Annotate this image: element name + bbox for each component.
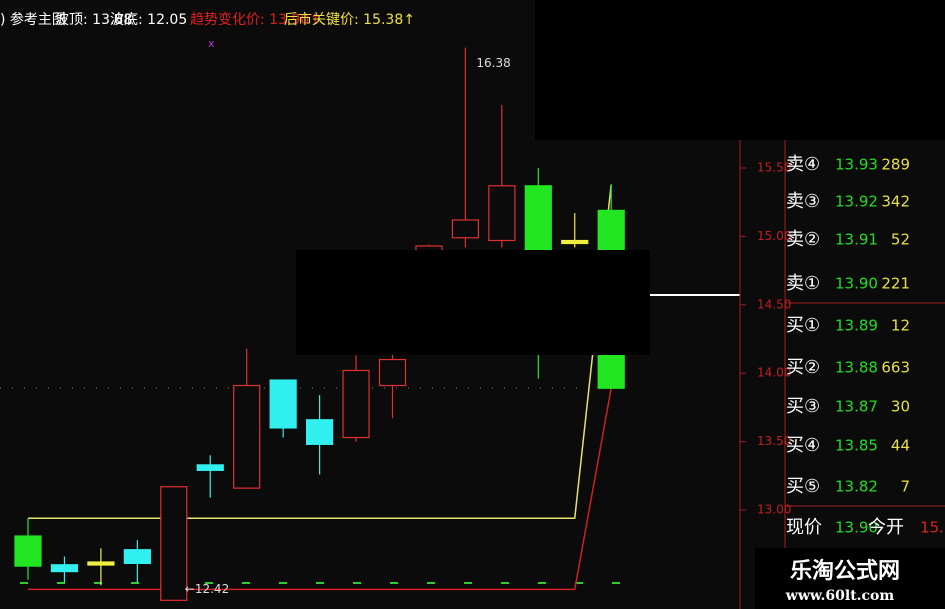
candle-body (50, 564, 79, 573)
header-item: 后市关键价: 15.38↑ (284, 11, 415, 28)
candle-body (342, 369, 370, 439)
candle-body (123, 549, 151, 564)
book-volume: 7 (900, 478, 910, 496)
book-price: 13.88 (835, 359, 878, 377)
candle-body (160, 486, 188, 601)
book-label: 买① (786, 315, 820, 336)
book-label: 买③ (786, 396, 820, 417)
book-volume: 44 (891, 437, 910, 455)
header-title: ) 参考主图 (0, 11, 66, 28)
y-axis: 13.00 13.50 14.00 14.50 15.00 15.50 (740, 160, 791, 517)
book-label: 卖④ (786, 154, 820, 175)
book-price: 13.92 (835, 193, 878, 211)
y-tick-label: 14.00 (757, 366, 791, 380)
book-label: 买④ (786, 435, 820, 456)
y-tick-label: 14.50 (757, 297, 791, 311)
annotation: 16.38 (476, 56, 510, 70)
blank-panel (535, 0, 945, 140)
open-label: 今开 (868, 517, 904, 538)
book-price: 13.82 (835, 478, 878, 496)
book-price: 13.93 (835, 156, 878, 174)
y-tick-label: 13.00 (757, 503, 791, 517)
header-item: 波顶: 13.88 (55, 12, 132, 28)
candle-body (378, 358, 407, 387)
book-label: 卖① (786, 273, 820, 294)
book-label: 卖② (786, 229, 820, 250)
current-price: 13.90 (835, 519, 878, 537)
y-tick-label: 13.50 (757, 434, 791, 448)
plot: 16.38 ←12.42 (14, 47, 625, 601)
candle-body (196, 464, 224, 471)
marker: x (208, 37, 215, 50)
candle-body (451, 219, 479, 239)
candle-body (306, 419, 334, 445)
book-volume: 221 (881, 275, 910, 293)
candle-body (269, 379, 297, 429)
y-tick-label: 15.50 (757, 160, 791, 174)
indicator-line (28, 184, 612, 519)
header-item: 波底: 12.05 (110, 12, 187, 28)
watermark-name: 乐淘公式网 (790, 558, 900, 584)
book-price: 13.89 (835, 317, 878, 335)
watermark-url: www.60lt.com (785, 588, 895, 604)
book-label: 买② (786, 357, 820, 378)
book-price: 13.87 (835, 398, 878, 416)
book-label: 卖③ (786, 191, 820, 212)
book-volume: 52 (891, 231, 910, 249)
book-volume: 12 (891, 317, 910, 335)
current-label: 现价 (786, 517, 822, 538)
book-volume: 289 (881, 156, 910, 174)
book-volume: 30 (891, 398, 910, 416)
header-item: 趋势变化价: 13.90↑ (190, 12, 321, 28)
candle-body (87, 561, 115, 566)
candle-body (488, 185, 516, 242)
indicator-line (28, 388, 612, 591)
book-label: 买⑤ (786, 476, 820, 497)
watermark-box (755, 548, 945, 609)
overlay-box (296, 250, 650, 355)
book-price: 13.90 (835, 275, 878, 293)
book-volume: 663 (881, 359, 910, 377)
book-price: 13.91 (835, 231, 878, 249)
open-price: 15.17 (920, 519, 945, 537)
annotation: ←12.42 (185, 582, 229, 596)
candle-body (14, 535, 42, 567)
candle-body (561, 239, 589, 245)
book-volume: 342 (881, 193, 910, 211)
book-price: 13.85 (835, 437, 878, 455)
candle-body (233, 384, 261, 489)
y-tick-label: 15.00 (757, 229, 791, 243)
